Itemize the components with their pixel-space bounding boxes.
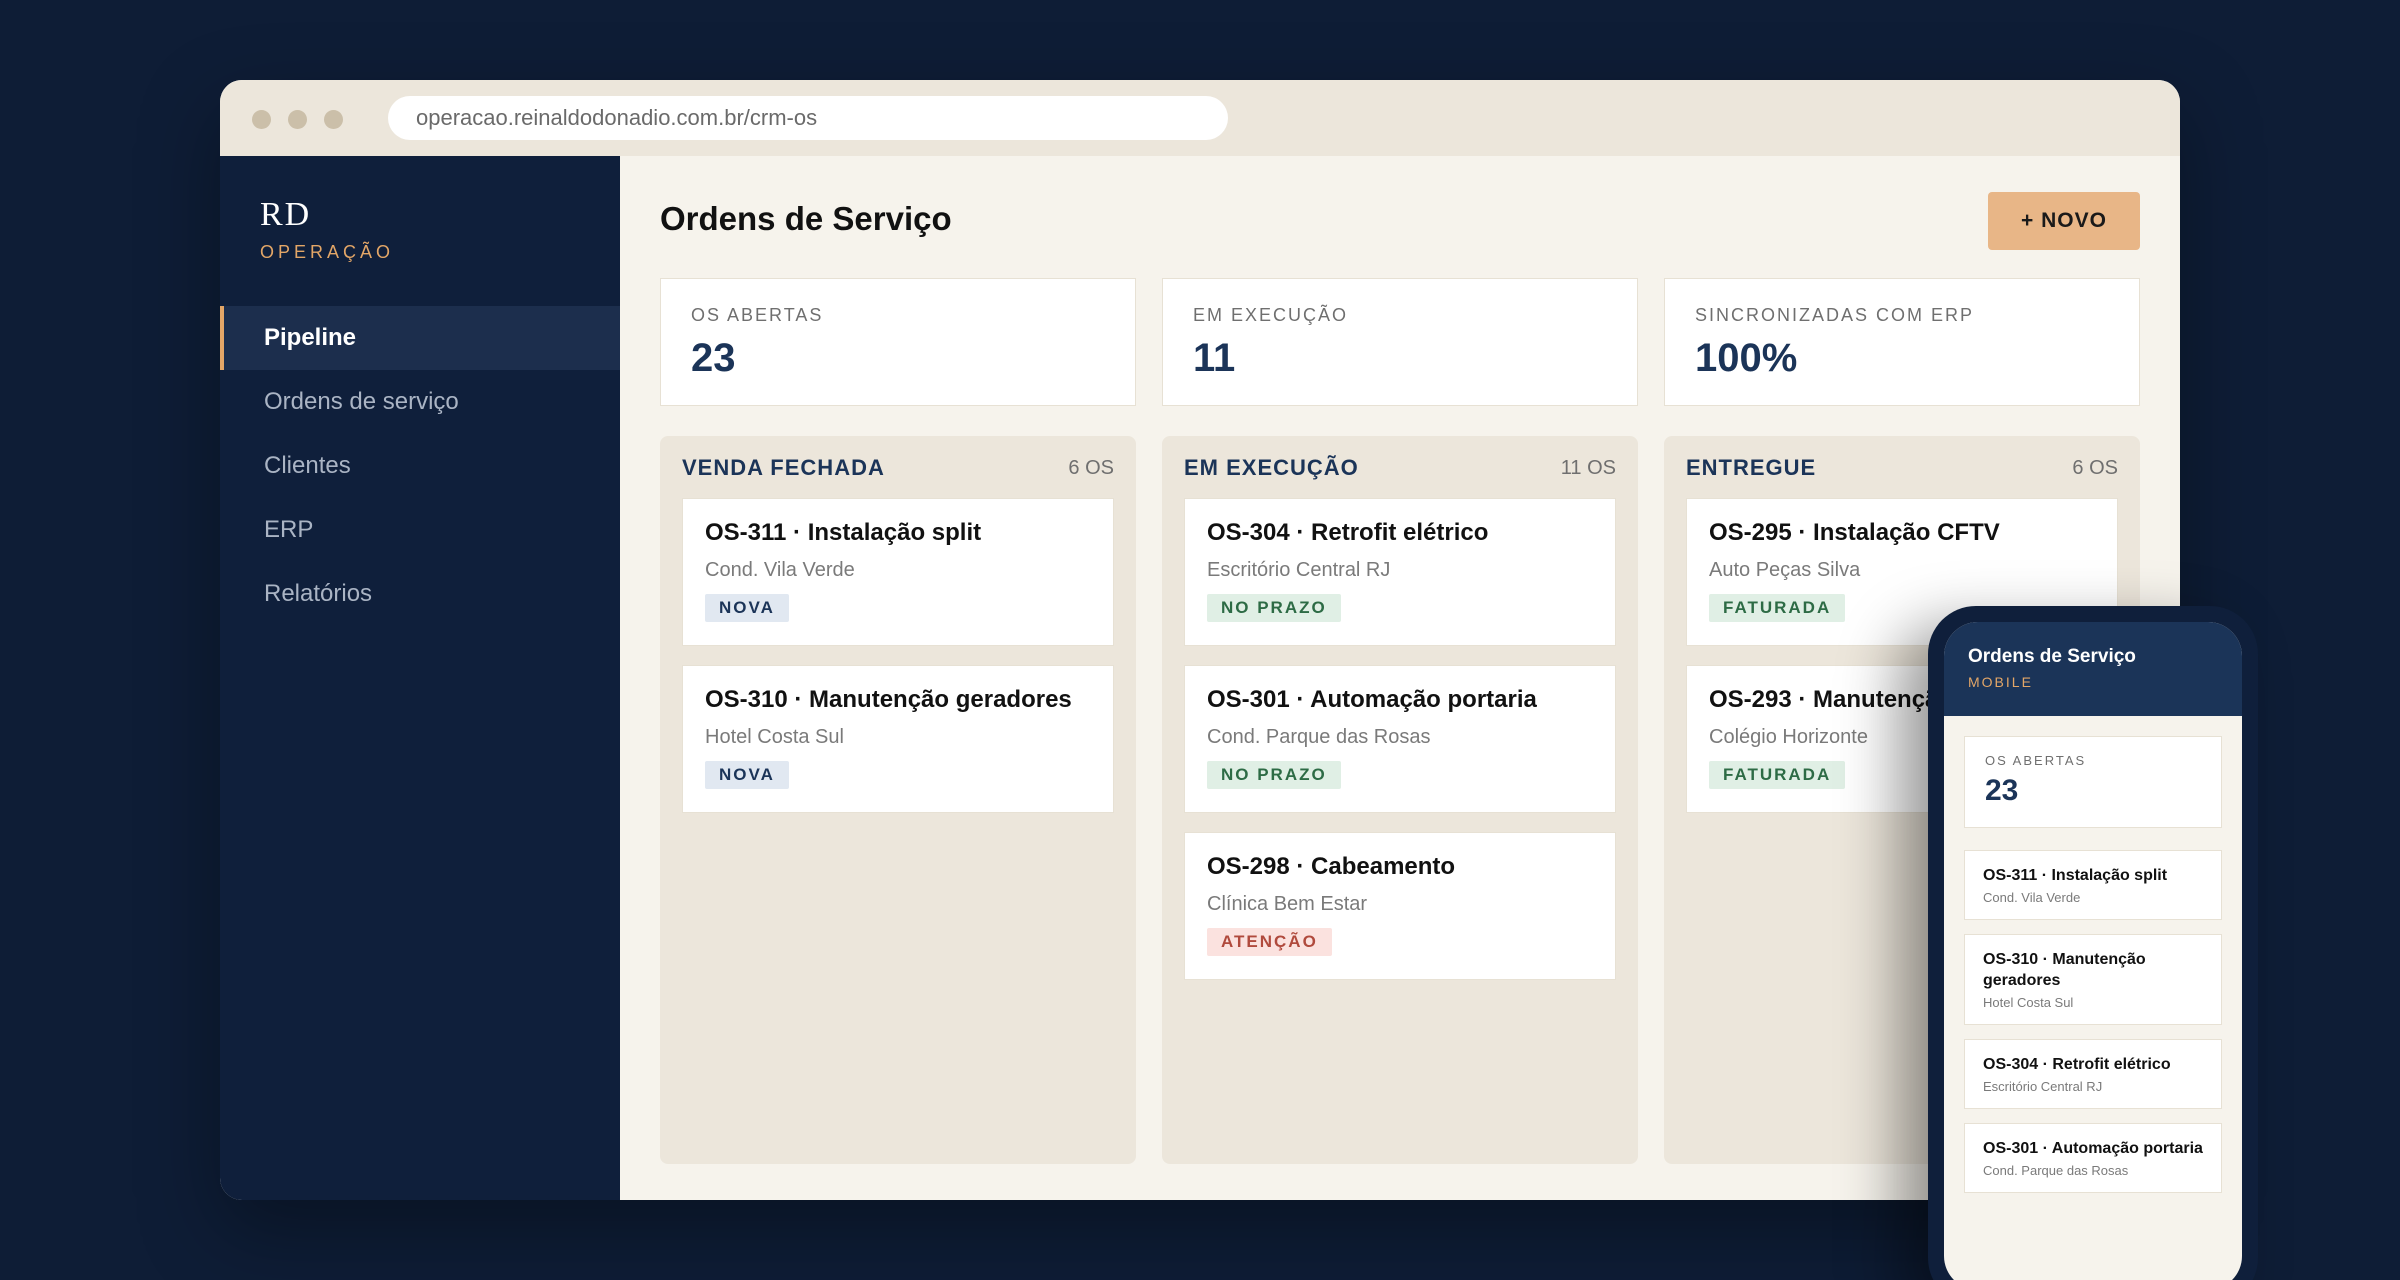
mobile-phone-mockup: Ordens de Serviço MOBILE OS ABERTAS 23 O… [1928,606,2258,1280]
kanban-column-em-execucao: EM EXECUÇÃO 11 OS OS-304 · Retrofit elét… [1162,436,1638,1164]
mobile-subtitle: MOBILE [1968,674,2033,690]
brand-logo: RD [260,196,312,233]
sidebar-item-ordens-de-servico[interactable]: Ordens de serviço [264,388,459,415]
mobile-order-client: Cond. Vila Verde [1983,890,2081,905]
main-content: Ordens de Serviço + NOVO OS ABERTAS 23 E… [620,156,2180,1200]
column-header: VENDA FECHADA 6 OS [682,454,1114,482]
window-maximize-dot[interactable] [324,110,343,129]
sidebar-item-erp[interactable]: ERP [264,516,314,543]
order-card-client: Clínica Bem Estar [1207,893,1368,915]
order-card[interactable]: OS-311 · Instalação split Cond. Vila Ver… [682,498,1114,646]
kpi-label: OS ABERTAS [691,305,824,325]
mobile-title: Ordens de Serviço [1968,646,2136,667]
browser-window: operacao.reinaldodonadio.com.br/crm-os R… [220,80,2180,1200]
mobile-kpi-value: 23 [1985,774,2019,807]
mobile-order-card[interactable]: OS-311 · Instalação split Cond. Vila Ver… [1964,850,2222,920]
page-title: Ordens de Serviço [660,200,952,237]
order-card-client: Cond. Parque das Rosas [1207,726,1431,748]
column-header: ENTREGUE 6 OS [1686,454,2118,482]
status-badge: FATURADA [1709,594,1846,622]
order-card-client: Cond. Vila Verde [705,559,855,581]
order-card-client: Auto Peças Silva [1709,559,1861,581]
order-card-title: OS-293 · Manutenção [1709,686,1954,713]
mobile-order-card[interactable]: OS-310 · Manutenção geradores Hotel Cost… [1964,934,2222,1025]
column-count: 6 OS [2072,456,2118,479]
mobile-order-title: OS-311 · Instalação split [1983,867,2168,884]
column-header: EM EXECUÇÃO 11 OS [1184,454,1616,482]
sidebar-item-pipeline[interactable]: Pipeline [220,306,620,370]
kpi-label: EM EXECUÇÃO [1193,305,1349,325]
mobile-order-client: Escritório Central RJ [1983,1079,2103,1094]
kpi-card-os-abertas: OS ABERTAS 23 [660,278,1136,406]
kpi-label: SINCRONIZADAS COM ERP [1695,305,1975,325]
mobile-body: OS ABERTAS 23 OS-311 · Instalação split … [1944,716,2242,1193]
mobile-order-client: Cond. Parque das Rosas [1983,1163,2129,1178]
kpi-value: 100% [1695,336,1798,380]
kpi-card-em-execucao: EM EXECUÇÃO 11 [1162,278,1638,406]
sidebar: RD OPERAÇÃO Pipeline Ordens de serviço C… [220,156,620,1200]
mobile-order-title: OS-310 · Manutenção geradores [1983,951,2146,989]
mobile-order-title: OS-301 · Automação portaria [1983,1140,2203,1157]
kanban-column-venda-fechada: VENDA FECHADA 6 OS OS-311 · Instalação s… [660,436,1136,1164]
column-title: EM EXECUÇÃO [1184,455,1359,480]
kpi-card-sincronizadas-erp: SINCRONIZADAS COM ERP 100% [1664,278,2140,406]
sidebar-item-relatorios[interactable]: Relatórios [264,580,373,607]
column-title: ENTREGUE [1686,455,1817,480]
address-bar[interactable]: operacao.reinaldodonadio.com.br/crm-os [388,96,1228,140]
order-card-title: OS-310 · Manutenção geradores [705,686,1072,713]
order-card[interactable]: OS-301 · Automação portaria Cond. Parque… [1184,665,1616,813]
window-close-dot[interactable] [252,110,271,129]
order-card-client: Hotel Costa Sul [705,726,844,748]
order-card-client: Escritório Central RJ [1207,559,1391,581]
kpi-row: OS ABERTAS 23 EM EXECUÇÃO 11 SINCRONIZAD… [660,278,2140,406]
order-card-title: OS-301 · Automação portaria [1207,686,1537,713]
mobile-order-title: OS-304 · Retrofit elétrico [1983,1056,2171,1073]
kpi-value: 23 [691,336,736,380]
status-badge: ATENÇÃO [1207,928,1332,956]
status-badge: NOVA [705,761,789,789]
brand: RD OPERAÇÃO [260,196,394,263]
column-count: 6 OS [1068,456,1114,479]
browser-titlebar: operacao.reinaldodonadio.com.br/crm-os [220,80,2180,156]
order-card-title: OS-311 · Instalação split [705,519,982,546]
window-minimize-dot[interactable] [288,110,307,129]
order-card-client: Colégio Horizonte [1709,726,1868,748]
order-card-title: OS-295 · Instalação CFTV [1709,519,2000,546]
app-shell: RD OPERAÇÃO Pipeline Ordens de serviço C… [220,156,2180,1200]
column-title: VENDA FECHADA [682,455,885,480]
mobile-order-card[interactable]: OS-304 · Retrofit elétrico Escritório Ce… [1964,1039,2222,1109]
mobile-kpi-card: OS ABERTAS 23 [1964,736,2222,828]
status-badge: NOVA [705,594,789,622]
order-card[interactable]: OS-304 · Retrofit elétrico Escritório Ce… [1184,498,1616,646]
sidebar-item-clientes[interactable]: Clientes [264,452,351,479]
mobile-screen: Ordens de Serviço MOBILE OS ABERTAS 23 O… [1944,622,2242,1280]
address-bar-url: operacao.reinaldodonadio.com.br/crm-os [416,105,818,130]
status-badge: NO PRAZO [1207,594,1341,622]
kanban-column-entregue: ENTREGUE 6 OS OS-295 · Instalação CFTV A… [1664,436,2140,1164]
mobile-order-card[interactable]: OS-301 · Automação portaria Cond. Parque… [1964,1123,2222,1193]
kanban-board: VENDA FECHADA 6 OS OS-311 · Instalação s… [660,436,2140,1164]
mobile-order-client: Hotel Costa Sul [1983,995,2074,1010]
status-badge: NO PRAZO [1207,761,1341,789]
kpi-value: 11 [1193,336,1236,380]
order-card-title: OS-304 · Retrofit elétrico [1207,519,1489,546]
new-order-button[interactable]: + NOVO [1988,192,2140,250]
status-badge: FATURADA [1709,761,1846,789]
order-card[interactable]: OS-310 · Manutenção geradores Hotel Cost… [682,665,1114,813]
sidebar-nav: Pipeline Ordens de serviço Clientes ERP … [220,306,620,626]
order-card-title: OS-298 · Cabeamento [1207,853,1456,880]
order-card[interactable]: OS-298 · Cabeamento Clínica Bem Estar AT… [1184,832,1616,980]
column-count: 11 OS [1560,456,1616,479]
mobile-header: Ordens de Serviço MOBILE [1944,622,2242,716]
mobile-kpi-label: OS ABERTAS [1985,753,2087,768]
brand-subtitle: OPERAÇÃO [260,242,395,262]
